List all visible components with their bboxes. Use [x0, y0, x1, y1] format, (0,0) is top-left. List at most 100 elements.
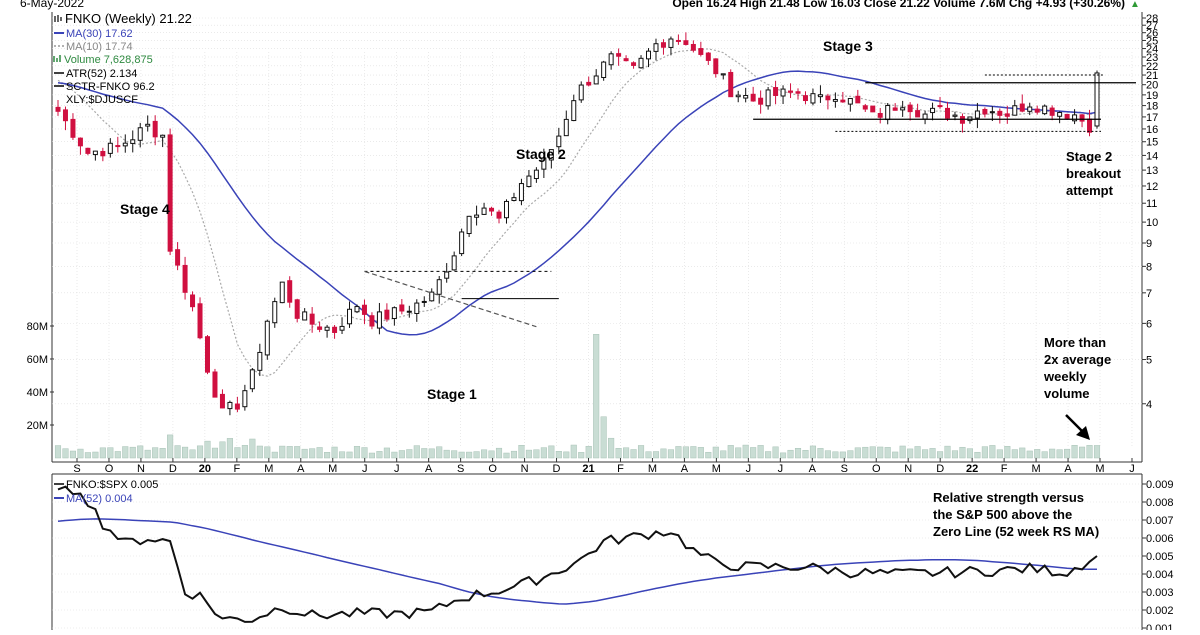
rs-tick-label: 0.001 [1146, 623, 1174, 630]
candle-body [802, 95, 808, 102]
volume-bar [137, 445, 144, 459]
candle-body [758, 97, 764, 105]
candle-body [77, 137, 83, 147]
candle-body [302, 311, 308, 321]
volume-bar [765, 451, 772, 459]
time-tick-label: J [362, 463, 368, 475]
price-panel: 2827262524232221201918171615141312111098… [27, 12, 1158, 475]
volume-bar [406, 449, 413, 459]
candle-body [675, 39, 681, 42]
candle-body [160, 134, 166, 138]
legend-sctr: SCTR-FNKO 96.2 [66, 81, 155, 93]
volume-bar [466, 451, 473, 459]
candle-body [287, 280, 293, 303]
candle-body [309, 313, 315, 325]
candle-body [720, 73, 726, 76]
candle-body [227, 401, 233, 410]
volume-bar [817, 448, 824, 459]
candle-body [586, 81, 592, 86]
candle-body [930, 107, 936, 114]
time-tick-label: A [809, 463, 817, 475]
volume-bar [458, 451, 465, 459]
candle-body [70, 118, 76, 138]
volume-bar [152, 447, 159, 459]
candle-body [190, 294, 196, 308]
time-tick-label: M [264, 463, 273, 475]
candle-body [459, 231, 465, 255]
candle-body [62, 109, 68, 122]
candle-icon-strokes [54, 15, 62, 22]
time-tick-label: M [328, 463, 337, 475]
candle-body [100, 150, 106, 157]
volume-tick-label: 60M [27, 354, 48, 366]
candle-body [1042, 105, 1048, 115]
volume-bar [481, 449, 488, 459]
candle-body [653, 43, 659, 52]
rs-axis: 0.009 0.008 0.007 0.006 0.005 0.004 0.003 0.002… [1142, 479, 1174, 635]
rs-path [57, 485, 1098, 623]
volume-bar [226, 438, 233, 459]
price-tick-label: 22 [1146, 61, 1158, 73]
time-tick-label: M [648, 463, 657, 475]
candle-body [563, 118, 569, 137]
volume-bar [839, 451, 846, 459]
volume-bar [174, 445, 181, 459]
candle-body [1064, 113, 1070, 119]
price-tick-label: 15 [1146, 137, 1158, 149]
candle-body [608, 53, 614, 66]
candle-body [212, 371, 218, 398]
candle-body [713, 58, 719, 75]
candle-body [361, 304, 367, 315]
candle-body [735, 94, 741, 98]
price-tick-label: 9 [1146, 238, 1152, 250]
volume-bar [936, 451, 944, 459]
time-tick-label: N [904, 463, 912, 475]
volume-bar [368, 452, 375, 459]
price-tick-label: 20 [1146, 80, 1158, 92]
candle-body [317, 326, 323, 330]
rs-tick-label: 0.002 [1146, 605, 1174, 617]
candle-body [339, 325, 345, 331]
legend-ma30: MA(30) 17.62 [66, 28, 133, 40]
rs-panel: 0.009 0.008 0.007 0.006 0.005 0.004 0.003 0.002… [51, 473, 1174, 635]
legend-volume: Volume 7,628,875 [64, 54, 153, 66]
volume-axis: 80M 60M 40M 20M [27, 321, 54, 432]
candle-body [384, 309, 390, 320]
volume-bar [1026, 450, 1033, 459]
candle-body [145, 123, 151, 127]
time-tick-label: S [457, 463, 464, 475]
candle-body [391, 307, 397, 320]
time-tick-label: D [553, 463, 561, 475]
candle-body [578, 84, 584, 101]
time-tick-label: J [746, 463, 752, 475]
volume-bar [907, 448, 914, 459]
candle-body [571, 100, 577, 122]
volume-bar [757, 445, 764, 459]
rs-line [57, 485, 1098, 623]
price-tick-label: 5 [1146, 355, 1152, 367]
volume-bar [346, 451, 353, 459]
candle-body [862, 105, 868, 110]
volume-bar [1041, 451, 1048, 459]
volume-bar [436, 446, 443, 459]
price-legend: FNKO (Weekly) 21.22 MA(30) 17.62 MA(10) … [53, 11, 192, 106]
candle-body [750, 93, 756, 102]
price-tick-label: 10 [1146, 217, 1158, 229]
annotation-stage2: Stage 2 [516, 146, 566, 162]
price-tick-label: 7 [1146, 288, 1152, 300]
volume-bar [92, 451, 99, 459]
volume-bar [951, 450, 959, 459]
time-tick-label: D [936, 463, 944, 475]
price-tick-label: 19 [1146, 90, 1158, 102]
candle-body [406, 310, 412, 313]
volume-bar [398, 450, 405, 459]
candle-body [354, 306, 360, 313]
volume-bar [989, 445, 996, 459]
time-tick-label: J [394, 463, 400, 475]
volume-bar [593, 334, 600, 459]
candle-body [982, 108, 988, 115]
volume-bar [129, 446, 136, 459]
volume-bar [301, 448, 308, 459]
time-tick-label: J [1129, 463, 1135, 475]
